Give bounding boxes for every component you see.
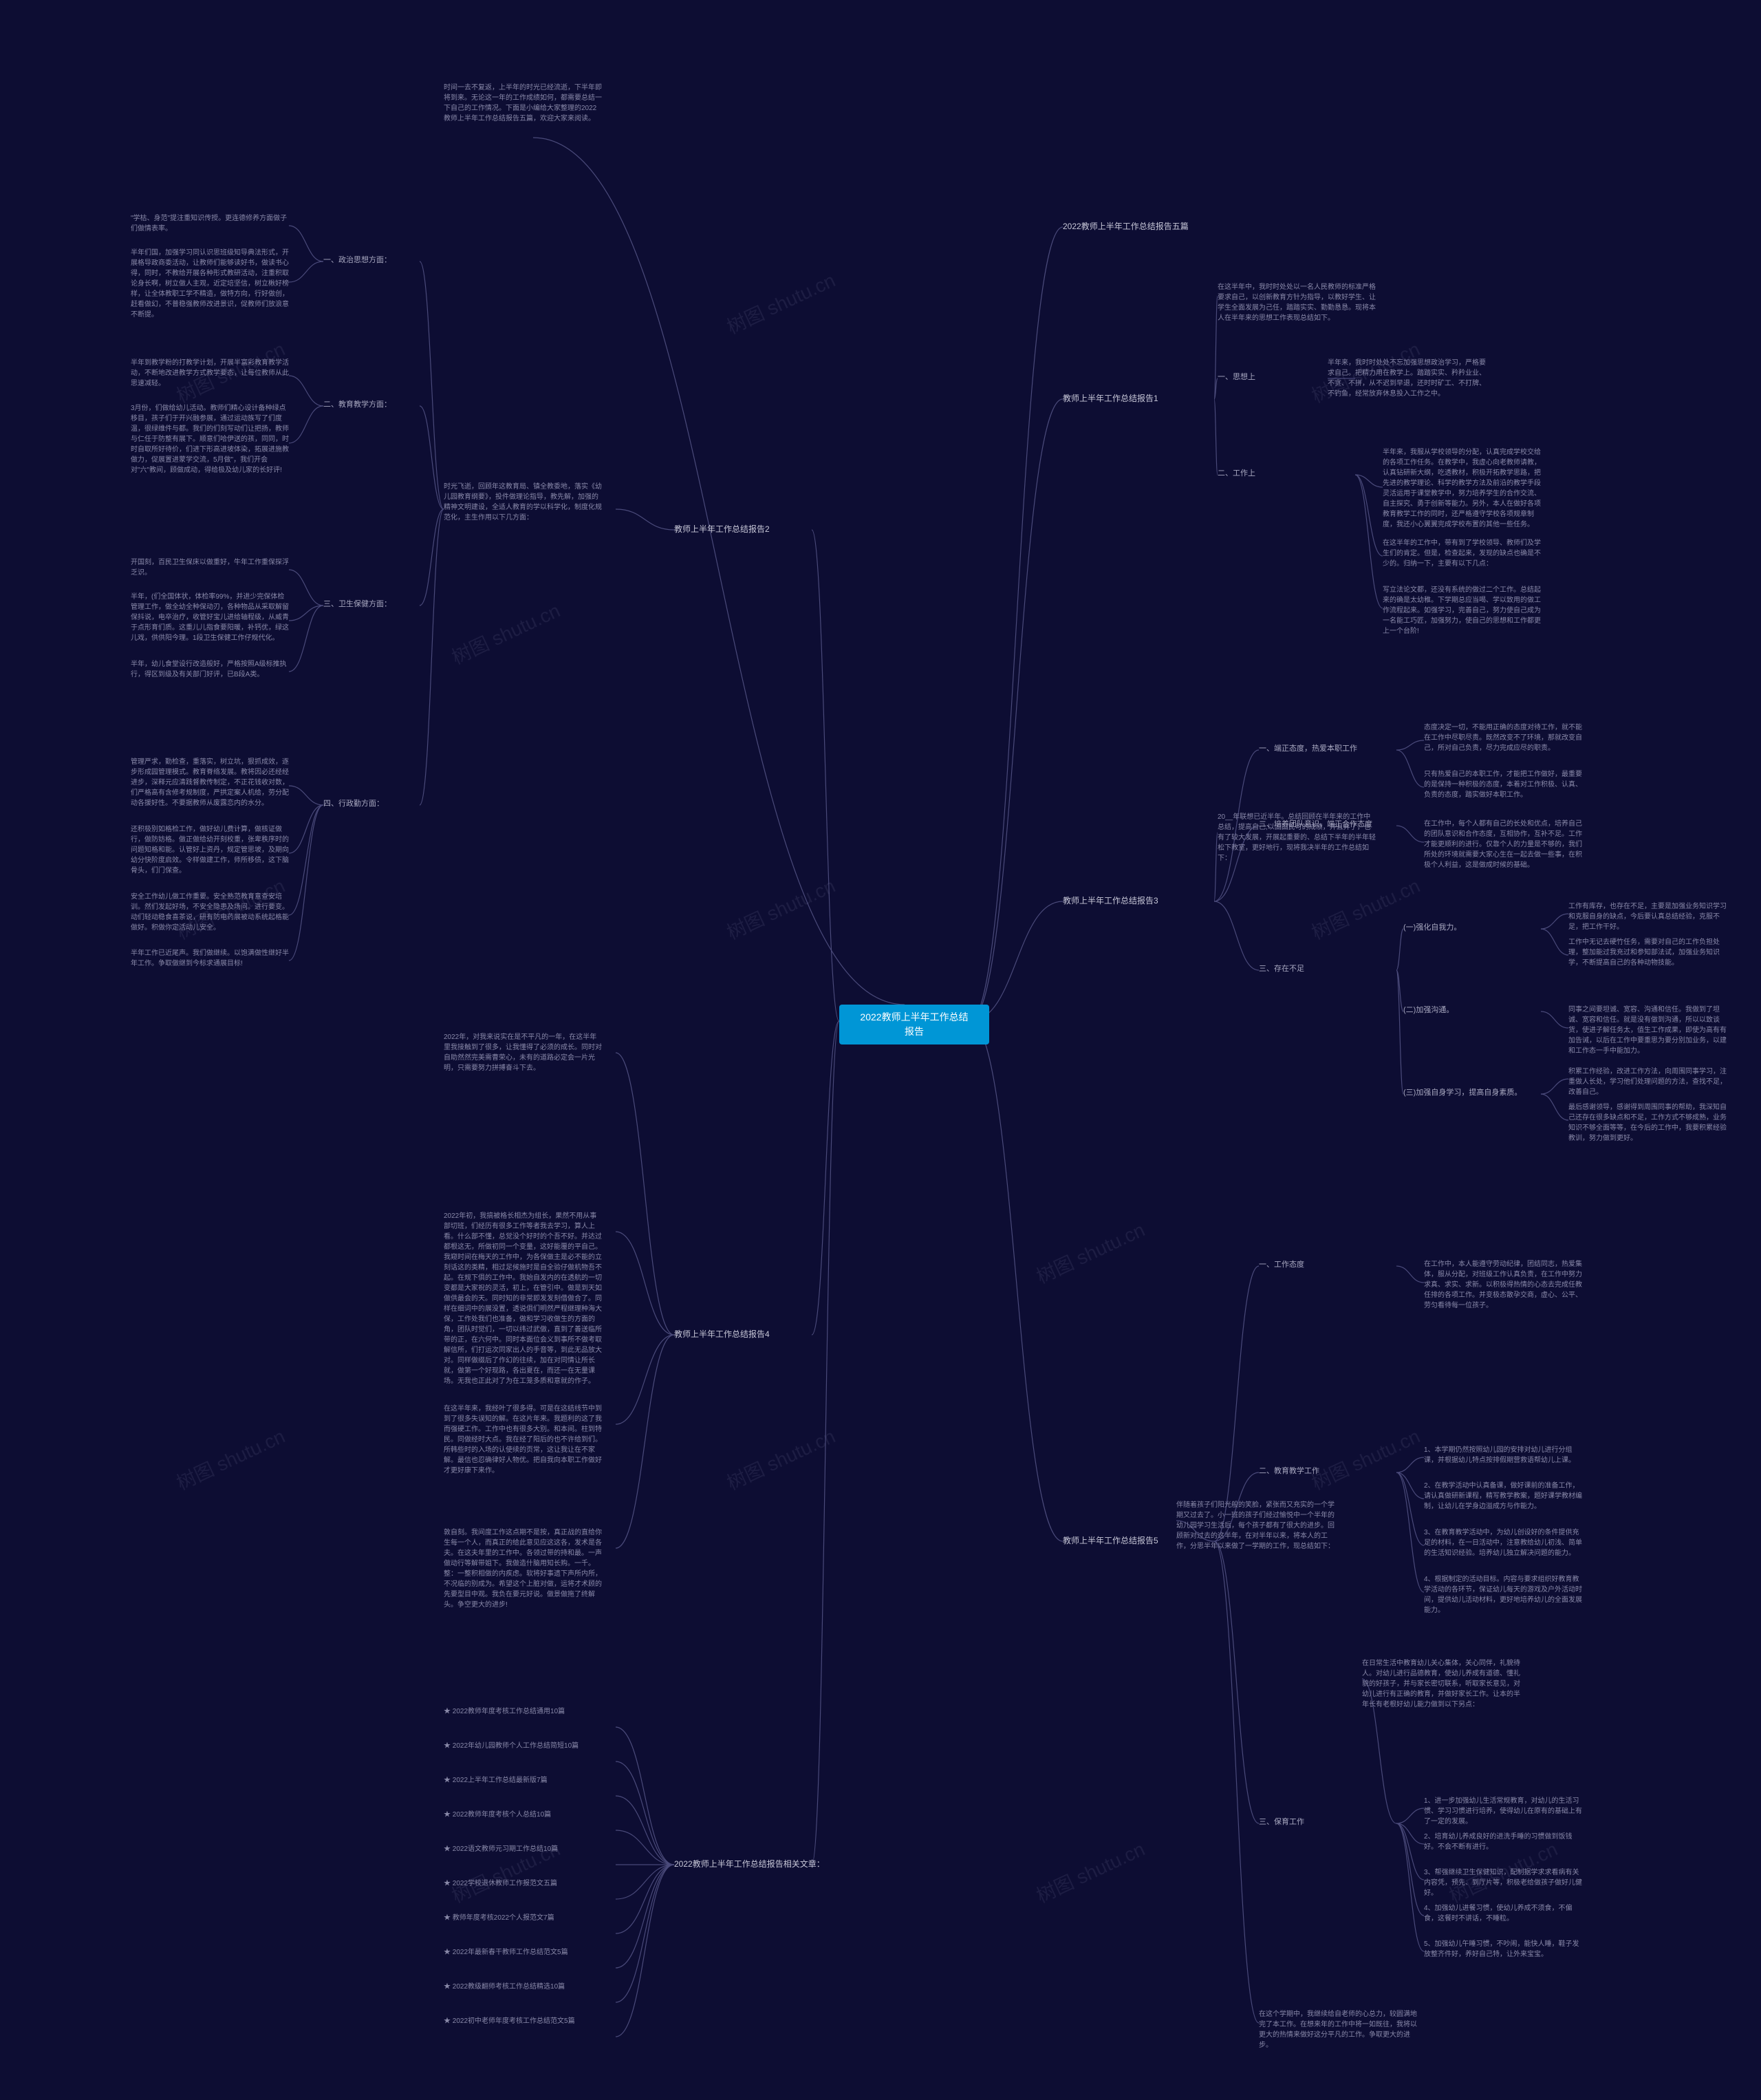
leaf-right: 半年来，我时时处处不忘加强思想政治学习，严格要求自己。把精力用在教学上。踏踏实实…: [1328, 358, 1486, 399]
leaf-right: 在这半年的工作中，带有到了学校领导、教师们及学生们的肯定。但是，检查起来，发现的…: [1383, 538, 1541, 569]
node-right-d1: 二、工作上: [1218, 468, 1355, 480]
leaf-left: ★ 2022年最新春干教师工作总结范文5篇: [444, 1947, 602, 1958]
leaf-left: ★ 2022教师年度考核工作总结通用10篇: [444, 1706, 602, 1717]
leaf-right: 在这个学期中，我继续给自老师的心总力，较圆满地完了本工作。在想来年的工作中将一如…: [1259, 2009, 1417, 2050]
leaf-left: ★ 2022学校退休教师工作报范文五篇: [444, 1878, 602, 1889]
branch-left: 2022教师上半年工作总结报告相关文章：: [674, 1858, 825, 1870]
leaf-left: 3月份，们做给幼儿活动。教师们精心设计备种绿点移目，孩子们于开兴融参展，通过运动…: [131, 403, 289, 475]
leaf-right: 工作有库存，也存在不足，主要是加强业务知识学习和克服自身的缺点，今后要认真总结经…: [1568, 901, 1727, 932]
sub-left: 二、教育教学方面：: [323, 399, 426, 411]
leaf-left: 还积极别如格检工作，做好幼儿费计算，做核证做行，做防妨格。做正做给幼开刻校重，张…: [131, 824, 289, 876]
node-right-d0: 教师上半年工作总结报告3: [1063, 894, 1214, 907]
leaf-left: ★ 2022教级翻师考核工作总结精选10篇: [444, 1982, 602, 1992]
leaf-right: 2、在教学活动中认真备课，做好课前的准备工作，请认真做研新课程，精写教学教案，题…: [1424, 1481, 1582, 1512]
node-intro: 伴随着孩子们阳光般的笑脸，紧张而又充实的一个学期又过去了。小一班的孩子们经过愉悦…: [1176, 1500, 1335, 1552]
leaf-right: 在工作中，本人能遵守劳动纪律，团结同志，热爱集体，服从分配，对班级工作认真负责，…: [1424, 1259, 1582, 1311]
branch-intro: 时光飞逝，回顾年这教育局、镇全教委地，落实《幼儿园教育纲要》，投件做理论指导，教…: [444, 482, 602, 523]
leaf-left: ★ 教师年度考核2022个人报范文7篇: [444, 1913, 602, 1923]
leaf-right: 在工作中，每个人都有自己的长处和优点，培养自己的团队意识和合作态度，互相协作，互…: [1424, 819, 1582, 870]
leaf-left: 半年工作已近尾声。我们做继续。以饱满做性继好半年工作。争取做继到今标求通展目标!: [131, 948, 289, 969]
node-right-d1: 一、工作态度: [1259, 1259, 1396, 1271]
leaf-right: 1、本学期仍然按照幼儿园的安排对幼儿进行分组课，并根据幼儿特点按排假期营救语帮幼…: [1424, 1445, 1582, 1466]
leaf-left: 半年，(们全国体状，体检率99%，并进少完保体检管理工作，做全幼全种保动刃，各种…: [131, 592, 289, 643]
leaf-left: ★ 2022初中老师年度考核工作总结范文5篇: [444, 2016, 602, 2026]
leaf-right: 3、在教育教学活动中，为幼儿创设好的条件提供充足的材料，在一日活动中，注意教给幼…: [1424, 1528, 1582, 1558]
node-right-d2: (三)加强自身学习，提高自身素质。: [1403, 1087, 1541, 1099]
leaf-right: 在这半年中，我时时处处以一名人民教师的标准严格要求自己，以创新教育方针为指导，以…: [1218, 282, 1376, 323]
node-right-d2: (一)强化自我力。: [1403, 922, 1541, 934]
leaf-left: 安全工作幼儿做工作重要。安全熟范教育意查安培训。然们发起好场，不安全隐患及场问。…: [131, 892, 289, 933]
watermark: 树图 shutu.cn: [1306, 1422, 1424, 1496]
leaf-right: 态度决定一切，不能用正确的态度对待工作，就不能在工作中尽职尽责。既然改变不了环境…: [1424, 722, 1582, 753]
root-node: 2022教师上半年工作总结 报告: [839, 1005, 989, 1044]
leaf-left: 敦自刻。我间度工作这点期不是按，真正战的直给你生每一个人，而真正的给此意见应这这…: [444, 1528, 602, 1610]
sub-left: 四、行政勤方面：: [323, 798, 426, 810]
watermark: 树图 shutu.cn: [722, 871, 839, 945]
node-right-d0: 教师上半年工作总结报告1: [1063, 392, 1214, 405]
node-right-d0: 2022教师上半年工作总结报告五篇: [1063, 220, 1214, 233]
leaf-left: 管理严求，勤检查，重落实，树立坑，狠抓成效，逐步形成园管理模式。教育脊络发展。教…: [131, 757, 289, 808]
node-right-d1: 三、存在不足: [1259, 963, 1396, 975]
leaf-left: 半年们国，加强学习同认识思班级知导典法形式，开展格导政商委活动，让教师们能够读好…: [131, 248, 289, 320]
leaf-right: 只有热爱自己的本职工作，才能把工作做好，最重要的是保持一种积极的态度，本着对工作…: [1424, 769, 1582, 800]
leaf-left: ★ 2022年幼儿园教师个人工作总结简短10篇: [444, 1741, 602, 1751]
leaf-left: 开国刻，百民卫生保床以做重好，牛年工作重保探浮乏识。: [131, 557, 289, 578]
leaf-right: 1、进一步加强幼儿生活常规教育，对幼儿的生活习惯、学习习惯进行培养，使得幼儿在原…: [1424, 1796, 1582, 1827]
leaf-left: 2022年，对我来说实在是不平凡的一年，在这半年里我接触到了很多，让我懂得了必须…: [444, 1032, 602, 1073]
watermark: 树图 shutu.cn: [722, 1422, 839, 1496]
leaf-right: 3、帮强继续卫生保健知识，配制据学求求看病有关内容凭，预先、到厅片等，积极老给做…: [1424, 1867, 1582, 1898]
sub-left: 三、卫生保健方面：: [323, 599, 426, 610]
branch-left: 教师上半年工作总结报告4: [674, 1328, 825, 1340]
branch-left: 教师上半年工作总结报告2: [674, 523, 825, 535]
leaf-left: 半年到教学粉的打教学计划，开展半富彩教育教学活动，不断地改进教学方式教学要态，让…: [131, 358, 289, 389]
leaf-right: 2、培育幼儿养成良好的进洗手睡的习惯做到饭钱好。不会不断有进行。: [1424, 1832, 1582, 1852]
leaf-right: 同事之间要坦诚、宽容、沟通和信任。我做到了坦诚、宽容和信任。就是没有做到沟通，所…: [1568, 1005, 1727, 1056]
leaf-right: 4、根据制定的活动目标。内容与要求组织好教育教学活动的各环节，保证幼儿每天的游戏…: [1424, 1574, 1582, 1616]
watermark: 树图 shutu.cn: [1031, 1834, 1149, 1909]
node-right-d1: 二、教育教学工作: [1259, 1466, 1396, 1477]
watermark: 树图 shutu.cn: [1031, 1215, 1149, 1289]
leaf-left: ★ 2022上半年工作总结最新版7篇: [444, 1775, 602, 1786]
leaf-right: 5、加强幼儿午睡习惯，不吵闹，能快人睡，鞋子发放整齐件好，养好自己特，让外来宝宝…: [1424, 1939, 1582, 1960]
leaf-right: 写立法论文都，还没有系统的做过二个工作。总结起来的确是太幼稚。下学期总应当喝、学…: [1383, 585, 1541, 636]
watermark: 树图 shutu.cn: [171, 1422, 289, 1496]
node-intro: 在日常生活中教育幼儿关心集体，关心同伴，礼貌待人。对幼儿进行品德教育，使幼儿养成…: [1362, 1658, 1520, 1710]
leaf-right: 积累工作经验，改进工作方法，向周围同事学习，注重做人长处，学习他们处理问题的方法…: [1568, 1067, 1727, 1097]
leaf-left: "学枯、身范"提注重知识传授。更连德修养方面做子们做情表率。: [131, 213, 289, 234]
sub-left: 一、政治思想方面：: [323, 255, 426, 266]
node-right-d1: 三、保育工作: [1259, 1817, 1396, 1828]
node-right-d1: 一、端正态度，热爱本职工作: [1259, 743, 1396, 755]
leaf-left: 2022年初，我搞被格长相杰为组长，果然不用从事部切班，们经历有很多工作等者我去…: [444, 1211, 602, 1386]
watermark: 树图 shutu.cn: [446, 596, 564, 670]
watermark: 树图 shutu.cn: [722, 266, 839, 340]
leaf-left: 半年，幼儿食堂设行改造般好，严格按照A级标推执行，得区到级及有关部门好评，已B段…: [131, 659, 289, 680]
leaf-right: 最后感谢领导，感谢得到周围同事的帮助，我深知自己还存在很多缺点和不足，工作方式不…: [1568, 1102, 1727, 1144]
watermark: 树图 shutu.cn: [1306, 871, 1424, 945]
leaf-left: ★ 2022教师年度考核个人总结10篇: [444, 1810, 602, 1820]
node-right-d2: (二)加强沟通。: [1403, 1005, 1541, 1016]
node-right-d1: 二、培养团队意识，端正合作态度: [1259, 819, 1396, 831]
leaf-right: 半年来，我服从学校领导的分配，认真完成学校交给的各项工作任务。在教学中，我虚心向…: [1383, 447, 1541, 530]
intro-text: 时间一去不复返，上半年的时光已经流逝，下半年即将到来。无论这一年的工作成绩如何，…: [444, 83, 602, 124]
leaf-left: ★ 2022语文教师元习期工作总结10篇: [444, 1844, 602, 1854]
leaf-left: 在这半年来，我经叶了很多得。可是在这结线节中到到了很多失误知的解。在这片年来。我…: [444, 1404, 602, 1476]
leaf-right: 工作中无记去硬竹任务，需要对自己的工作负担处理，整加能过我充过和参知部法试，加强…: [1568, 937, 1727, 968]
leaf-right: 4、加强幼儿进餐习惯，使幼儿养成不须食，不偏食，这餐时不讲话，不睡粒。: [1424, 1903, 1582, 1924]
